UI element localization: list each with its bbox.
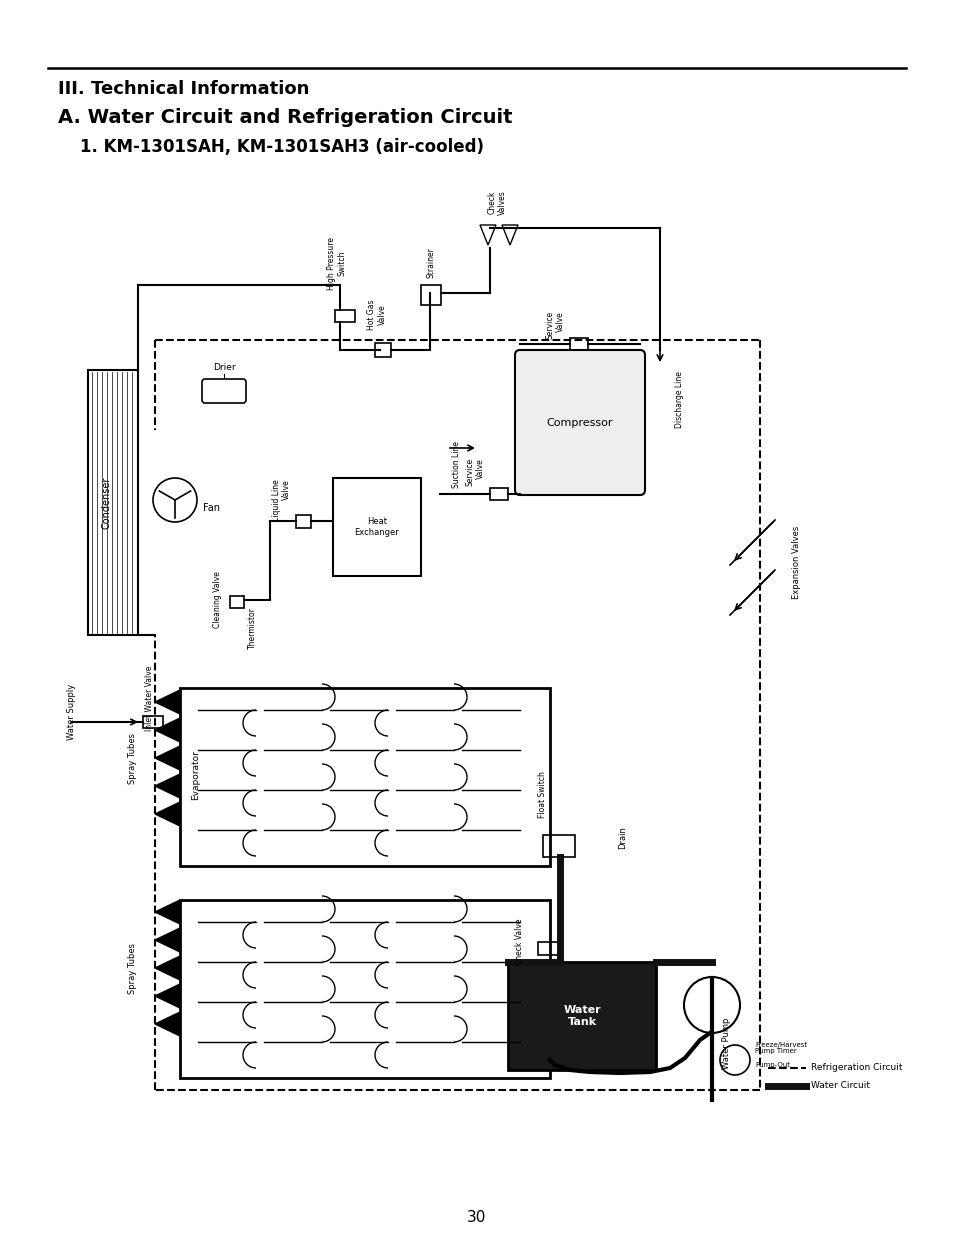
Bar [333,478,420,576]
Text: Water Circuit: Water Circuit [810,1082,869,1091]
Text: Water
Tank: Water Tank [562,1005,600,1026]
Text: Condenser: Condenser [102,477,112,529]
Text: Heat
Exchanger: Heat Exchanger [355,517,399,537]
Bar [180,900,550,1078]
Polygon shape [154,927,180,952]
Text: III. Technical Information: III. Technical Information [58,80,309,98]
Bar [420,285,440,305]
Text: Compressor: Compressor [546,417,613,427]
Bar [537,942,558,955]
Text: Check
Valves: Check Valves [487,190,506,215]
Text: Spray Tubes: Spray Tubes [129,942,137,993]
Text: Drier: Drier [213,363,235,372]
Bar [507,962,656,1070]
Text: Service
Valve: Service Valve [465,458,484,487]
Text: 30: 30 [467,1210,486,1225]
Polygon shape [154,746,180,769]
Text: Freeze/Harvest
Pump Timer: Freeze/Harvest Pump Timer [754,1041,806,1055]
Text: Refrigeration Circuit: Refrigeration Circuit [810,1063,902,1072]
Text: Liquid Line
Valve: Liquid Line Valve [272,479,291,521]
Polygon shape [154,956,180,981]
Text: Evaporator: Evaporator [192,750,200,800]
Text: High Pressure
Switch: High Pressure Switch [327,237,346,290]
Text: Fan: Fan [203,503,220,513]
Text: A. Water Circuit and Refrigeration Circuit: A. Water Circuit and Refrigeration Circu… [58,107,512,127]
Text: Hot Gas
Valve: Hot Gas Valve [367,300,386,330]
FancyBboxPatch shape [202,379,246,403]
Bar [569,338,587,350]
Text: Cleaning Valve: Cleaning Valve [213,572,222,629]
Polygon shape [154,900,180,924]
Polygon shape [154,1011,180,1036]
Bar [542,835,575,857]
Text: Water Pump: Water Pump [721,1018,731,1068]
Bar [375,343,391,357]
Text: Strainer: Strainer [426,247,435,278]
Text: Discharge Line: Discharge Line [675,372,683,429]
Bar [230,597,244,608]
FancyBboxPatch shape [515,350,644,495]
Text: Pump-Out: Pump-Out [754,1062,789,1068]
Polygon shape [154,718,180,742]
Polygon shape [154,690,180,714]
Bar [88,370,138,635]
Text: Drain: Drain [618,826,627,850]
Text: Check Valve: Check Valve [515,919,523,966]
Polygon shape [154,802,180,826]
Bar [295,515,311,529]
Bar [490,488,507,500]
Text: 1. KM-1301SAH, KM-1301SAH3 (air-cooled): 1. KM-1301SAH, KM-1301SAH3 (air-cooled) [80,138,483,156]
Text: Inlet Water Valve: Inlet Water Valve [146,666,154,731]
Text: Spray Tubes: Spray Tubes [129,732,137,783]
Bar [143,716,163,727]
Polygon shape [154,984,180,1008]
Text: Thermistor: Thermistor [247,608,256,648]
Text: Suction Line: Suction Line [452,441,460,488]
Text: Expansion Valves: Expansion Valves [791,525,801,599]
Polygon shape [154,774,180,798]
Text: Float Switch: Float Switch [537,771,547,818]
Text: Water Supply: Water Supply [68,684,76,740]
Bar [335,310,355,322]
Bar [180,688,550,866]
Text: Service
Valve: Service Valve [545,311,564,340]
